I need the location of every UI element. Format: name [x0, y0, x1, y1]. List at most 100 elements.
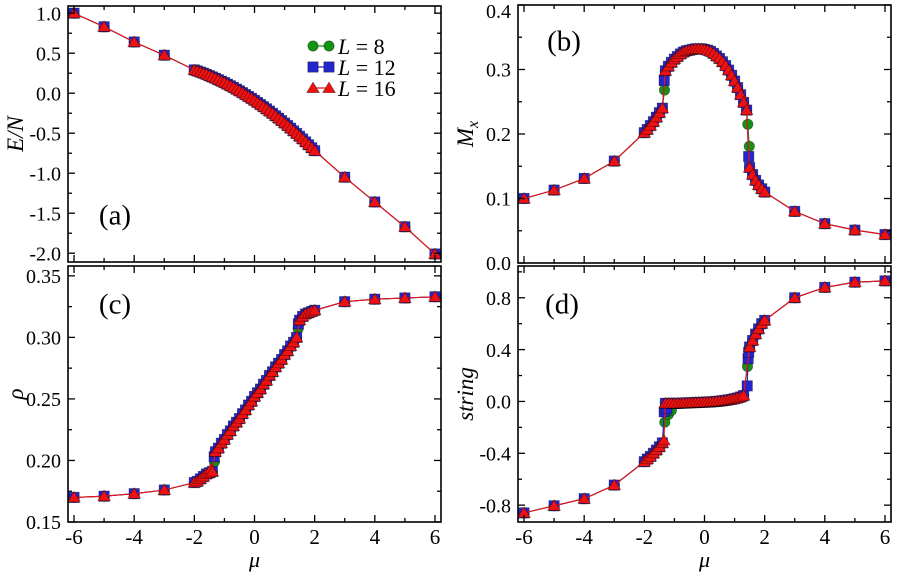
marker-triangle [878, 274, 891, 286]
marker-triangle [127, 35, 142, 47]
panel-d-ytick-label: 0.4 [486, 340, 511, 362]
panel-d-ticks [518, 266, 891, 522]
panel-c-xtick-label: -2 [186, 525, 204, 549]
marker-triangle [736, 95, 751, 108]
panel-d-letter: (d) [545, 288, 579, 320]
marker-triangle [787, 291, 802, 303]
panel-d-xtick-label: 2 [759, 525, 770, 549]
marker-triangle [757, 313, 772, 326]
marker-triangle [397, 220, 412, 232]
panel-a-ytick-label: -2.0 [29, 243, 61, 265]
marker-triangle [847, 275, 862, 288]
panel-a-ytick-label: 0.0 [36, 83, 61, 105]
marker-triangle [739, 103, 754, 116]
panel-a-letter: (a) [99, 199, 131, 231]
panel-c-ticks [68, 266, 441, 523]
panel-a-ytick-label: -0.5 [29, 123, 61, 145]
panel-b-ytick-label: 0.3 [486, 60, 511, 82]
marker-square [323, 61, 335, 73]
panel-b-letter: (b) [547, 25, 581, 57]
panel-c-ytick-label: 0.15 [26, 512, 61, 534]
panel-d-xtick-label: 0 [699, 525, 710, 549]
marker-triangle [817, 280, 832, 293]
panel-d: 0.8 0.4 0.0 -0.4 -0.8-6 -4 -2 0 2 4 6 μ string (d) [453, 265, 892, 572]
panel-a-ticks [68, 6, 441, 262]
marker-triangle [157, 48, 172, 61]
marker-triangle [655, 101, 670, 114]
marker-triangle [742, 340, 757, 352]
panel-d-xtick-label: -6 [515, 525, 533, 549]
marker-triangle [547, 499, 562, 511]
marker-triangle [68, 490, 81, 503]
marker-triangle [337, 170, 352, 183]
panel-c-ytick-label: 0.30 [26, 328, 61, 350]
panel-d-xaxis-label: μ [698, 547, 710, 572]
legend-label: L = 8 [337, 34, 385, 59]
panel-c-xtick-label: 2 [309, 525, 320, 549]
panel-c-yaxis-label: ρ [3, 388, 28, 400]
panel-b: 0.4 0.3 0.2 0.1 0.0 Mx (b) [453, 1, 892, 275]
legend-entry-L8: L = 8 [307, 34, 385, 59]
marker-square [741, 380, 753, 392]
marker-triangle [577, 171, 592, 184]
panel-c-xtick-label: 6 [430, 525, 441, 549]
series-L16 [518, 274, 891, 518]
marker-triangle [428, 290, 441, 302]
marker-triangle [397, 291, 412, 303]
panel-a: 1.0 0.5 0.0 -0.5 -1.0 -1.5 -2.0 E/N (a) [3, 3, 442, 265]
panel-c-xtick-label: -4 [125, 525, 143, 549]
marker-triangle [97, 20, 112, 32]
panel-c-xtick-label: -6 [65, 525, 83, 549]
panel-d-ytick-label: 0.8 [486, 288, 511, 310]
panel-d-plot-area [518, 274, 891, 519]
panel-c-ytick-label: 0.25 [26, 389, 61, 411]
marker-triangle [97, 489, 112, 502]
panel-a-ytick-label: -1.0 [29, 163, 61, 185]
panel-d-xtick-label: 6 [880, 525, 891, 549]
marker-triangle [127, 487, 142, 499]
marker-triangle [736, 389, 751, 401]
panel-c: 0.35 0.30 0.25 0.20 0.15-6 -4 -2 0 2 4 6 μ ρ (c) [3, 265, 442, 572]
legend: L = 8L = 12L = 16 [306, 34, 396, 101]
panel-b-ytick-label: 0.2 [486, 124, 511, 146]
marker-triangle [306, 81, 320, 93]
legend-label: L = 12 [337, 55, 396, 80]
panel-b-ytick-label: 0.4 [486, 1, 511, 23]
legend-entry-L16: L = 16 [306, 76, 396, 101]
legend-label: L = 16 [337, 76, 396, 101]
marker-triangle [367, 292, 382, 305]
series-L16 [518, 42, 891, 240]
panel-c-xtick-label: 0 [249, 525, 260, 549]
marker-triangle [337, 295, 352, 307]
panel-c-ytick-label: 0.20 [26, 451, 61, 473]
panel-a-plot-area [68, 6, 441, 260]
panel-a-ytick-label: 0.5 [36, 43, 61, 65]
marker-triangle [547, 183, 562, 196]
marker-circle [307, 40, 319, 52]
panel-d-ytick-label: -0.4 [479, 444, 511, 466]
panel-a-ytick-label: 1.0 [36, 3, 61, 25]
marker-triangle [656, 433, 671, 446]
marker-triangle [787, 204, 802, 217]
series-L16 [68, 6, 441, 259]
panel-b-ticks [518, 4, 891, 264]
panel-d-ytick-label: 0.0 [486, 392, 511, 414]
panel-c-plot-area [68, 290, 441, 503]
panel-b-ytick-label: 0.0 [486, 253, 511, 275]
marker-triangle [289, 330, 304, 343]
marker-triangle [757, 185, 772, 198]
panel-d-xtick-label: 4 [820, 525, 831, 549]
panel-d-yaxis-label: string [453, 367, 478, 421]
panel-c-xaxis-label: μ [248, 547, 260, 572]
series-L16 [68, 290, 441, 503]
marker-triangle [307, 303, 322, 316]
panel-b-plot-area [518, 42, 891, 241]
marker-triangle [322, 81, 336, 93]
marker-triangle [607, 478, 622, 491]
legend-entry-L12: L = 12 [307, 55, 396, 80]
panel-b-yaxis-label: Mx [453, 121, 482, 148]
marker-triangle [367, 195, 382, 207]
marker-triangle [878, 228, 891, 240]
